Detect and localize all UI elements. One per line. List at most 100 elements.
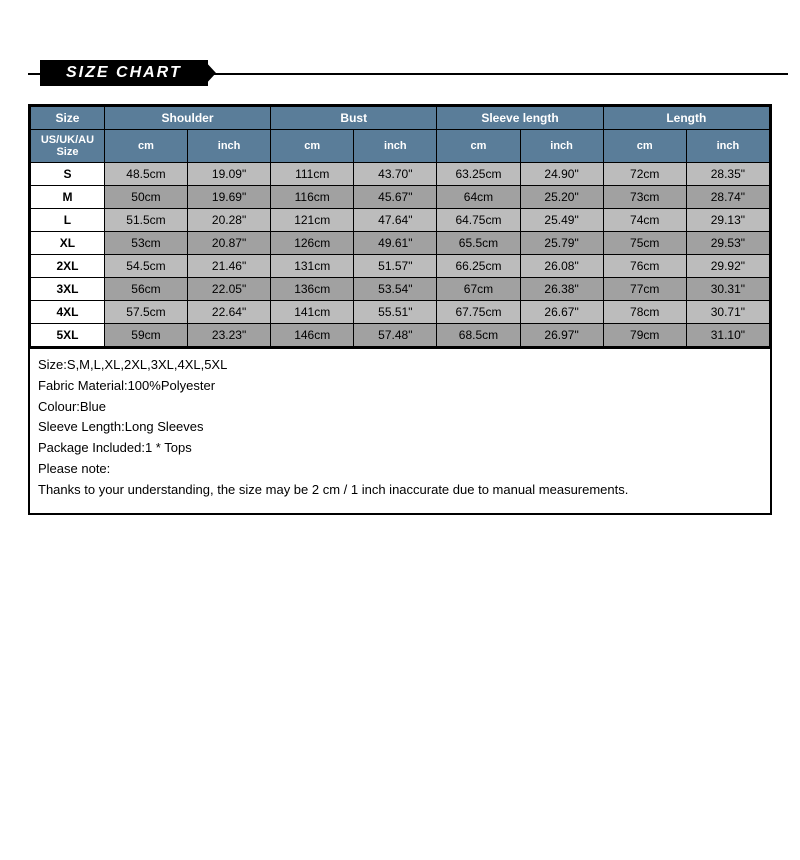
value-cell: 50cm — [104, 186, 187, 209]
value-cell: 24.90" — [520, 163, 603, 186]
value-cell: 64.75cm — [437, 209, 520, 232]
size-chart-container: Size Shoulder Bust Sleeve length Length … — [28, 104, 772, 515]
value-cell: 28.35" — [686, 163, 769, 186]
value-cell: 141cm — [271, 301, 354, 324]
ribbon-label: SIZE CHART — [40, 60, 208, 86]
value-cell: 23.23" — [188, 324, 271, 347]
value-cell: 79cm — [603, 324, 686, 347]
size-cell: 4XL — [31, 301, 105, 324]
subheader-inch: inch — [354, 130, 437, 163]
header-bust: Bust — [271, 107, 437, 130]
note-line: Fabric Material:100%Polyester — [38, 376, 762, 397]
subheader-inch: inch — [188, 130, 271, 163]
value-cell: 131cm — [271, 255, 354, 278]
value-cell: 78cm — [603, 301, 686, 324]
value-cell: 26.97" — [520, 324, 603, 347]
value-cell: 75cm — [603, 232, 686, 255]
value-cell: 49.61" — [354, 232, 437, 255]
table-row: 5XL59cm23.23"146cm57.48"68.5cm26.97"79cm… — [31, 324, 770, 347]
subheader-size: US/UK/AU Size — [31, 130, 105, 163]
value-cell: 29.92" — [686, 255, 769, 278]
value-cell: 47.64" — [354, 209, 437, 232]
value-cell: 57.5cm — [104, 301, 187, 324]
value-cell: 51.57" — [354, 255, 437, 278]
value-cell: 66.25cm — [437, 255, 520, 278]
table-row: S48.5cm19.09"111cm43.70"63.25cm24.90"72c… — [31, 163, 770, 186]
value-cell: 77cm — [603, 278, 686, 301]
value-cell: 31.10" — [686, 324, 769, 347]
value-cell: 65.5cm — [437, 232, 520, 255]
size-cell: S — [31, 163, 105, 186]
note-line: Thanks to your understanding, the size m… — [38, 480, 762, 501]
value-cell: 73cm — [603, 186, 686, 209]
value-cell: 43.70" — [354, 163, 437, 186]
value-cell: 111cm — [271, 163, 354, 186]
size-cell: XL — [31, 232, 105, 255]
value-cell: 56cm — [104, 278, 187, 301]
value-cell: 121cm — [271, 209, 354, 232]
value-cell: 67cm — [437, 278, 520, 301]
table-row: XL53cm20.87"126cm49.61"65.5cm25.79"75cm2… — [31, 232, 770, 255]
value-cell: 68.5cm — [437, 324, 520, 347]
value-cell: 19.09" — [188, 163, 271, 186]
value-cell: 72cm — [603, 163, 686, 186]
value-cell: 53cm — [104, 232, 187, 255]
header-sleeve: Sleeve length — [437, 107, 603, 130]
header-length: Length — [603, 107, 769, 130]
size-chart-ribbon: SIZE CHART — [40, 60, 800, 86]
note-line: Colour:Blue — [38, 397, 762, 418]
value-cell: 29.53" — [686, 232, 769, 255]
value-cell: 29.13" — [686, 209, 769, 232]
value-cell: 45.67" — [354, 186, 437, 209]
value-cell: 22.64" — [188, 301, 271, 324]
size-cell: 3XL — [31, 278, 105, 301]
subheader-inch: inch — [686, 130, 769, 163]
subheader-row: US/UK/AU Size cm inch cm inch cm inch cm… — [31, 130, 770, 163]
header-row: Size Shoulder Bust Sleeve length Length — [31, 107, 770, 130]
value-cell: 26.08" — [520, 255, 603, 278]
value-cell: 21.46" — [188, 255, 271, 278]
size-cell: 5XL — [31, 324, 105, 347]
subheader-cm: cm — [603, 130, 686, 163]
value-cell: 20.87" — [188, 232, 271, 255]
size-table: Size Shoulder Bust Sleeve length Length … — [30, 106, 770, 347]
value-cell: 26.38" — [520, 278, 603, 301]
value-cell: 48.5cm — [104, 163, 187, 186]
table-row: L51.5cm20.28"121cm47.64"64.75cm25.49"74c… — [31, 209, 770, 232]
table-row: 3XL56cm22.05"136cm53.54"67cm26.38"77cm30… — [31, 278, 770, 301]
subheader-cm: cm — [104, 130, 187, 163]
subheader-inch: inch — [520, 130, 603, 163]
note-line: Please note: — [38, 459, 762, 480]
value-cell: 59cm — [104, 324, 187, 347]
ribbon-tail-icon — [204, 60, 216, 86]
value-cell: 53.54" — [354, 278, 437, 301]
size-cell: L — [31, 209, 105, 232]
note-line: Package Included:1 * Tops — [38, 438, 762, 459]
value-cell: 25.49" — [520, 209, 603, 232]
note-line: Sleeve Length:Long Sleeves — [38, 417, 762, 438]
value-cell: 136cm — [271, 278, 354, 301]
value-cell: 146cm — [271, 324, 354, 347]
value-cell: 63.25cm — [437, 163, 520, 186]
header-shoulder: Shoulder — [104, 107, 270, 130]
value-cell: 51.5cm — [104, 209, 187, 232]
value-cell: 126cm — [271, 232, 354, 255]
value-cell: 67.75cm — [437, 301, 520, 324]
value-cell: 54.5cm — [104, 255, 187, 278]
notes-section: Size:S,M,L,XL,2XL,3XL,4XL,5XLFabric Mate… — [30, 347, 770, 513]
value-cell: 25.20" — [520, 186, 603, 209]
size-cell: M — [31, 186, 105, 209]
value-cell: 25.79" — [520, 232, 603, 255]
value-cell: 30.31" — [686, 278, 769, 301]
value-cell: 30.71" — [686, 301, 769, 324]
value-cell: 19.69" — [188, 186, 271, 209]
subheader-cm: cm — [437, 130, 520, 163]
value-cell: 57.48" — [354, 324, 437, 347]
table-row: 2XL54.5cm21.46"131cm51.57"66.25cm26.08"7… — [31, 255, 770, 278]
header-size: Size — [31, 107, 105, 130]
note-line: Size:S,M,L,XL,2XL,3XL,4XL,5XL — [38, 355, 762, 376]
size-cell: 2XL — [31, 255, 105, 278]
value-cell: 76cm — [603, 255, 686, 278]
value-cell: 116cm — [271, 186, 354, 209]
value-cell: 20.28" — [188, 209, 271, 232]
